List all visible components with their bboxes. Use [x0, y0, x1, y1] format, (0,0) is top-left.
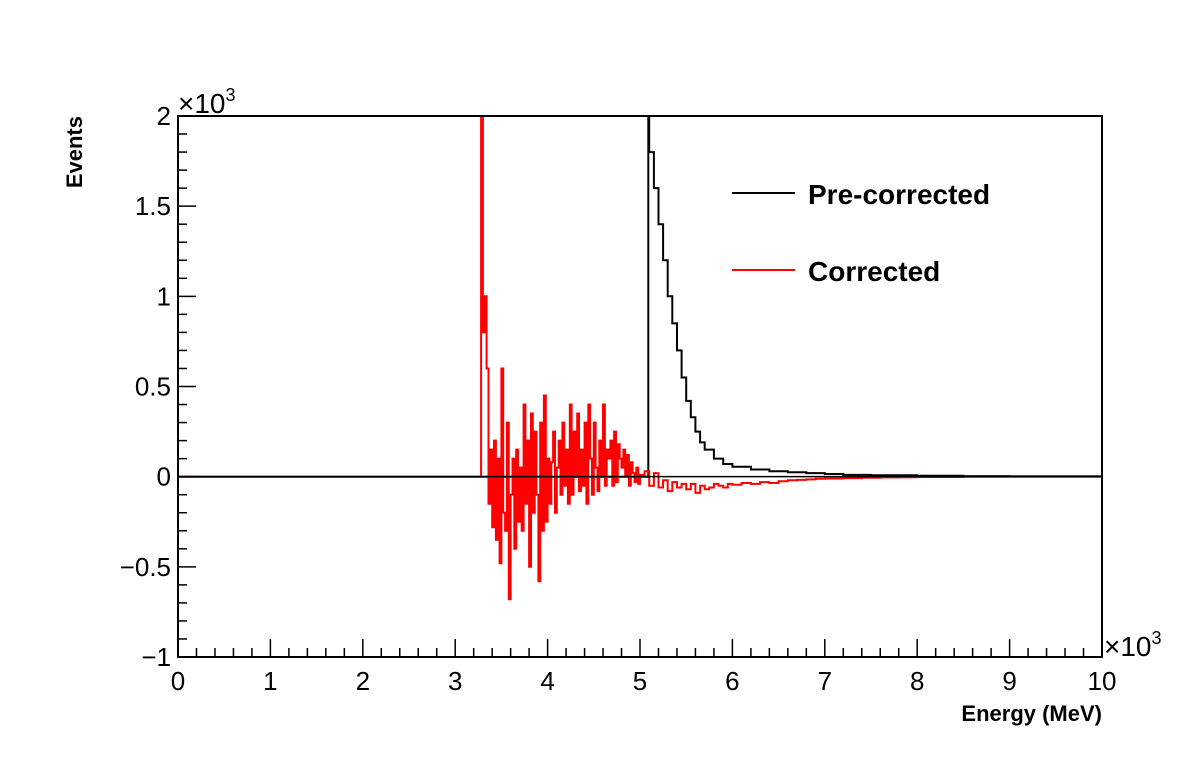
x-tick-label: 8: [910, 666, 924, 696]
x-multiplier-base: ×10: [1104, 631, 1152, 662]
y-tick-label: 0.5: [135, 372, 171, 402]
y-tick-label: −1: [141, 642, 171, 672]
x-tick-label: 4: [540, 666, 554, 696]
y-tick-label: −0.5: [120, 552, 171, 582]
legend-label-pre-corrected: Pre-corrected: [808, 179, 990, 210]
x-axis-label: Energy (MeV): [961, 701, 1102, 726]
x-tick-label: 0: [171, 666, 185, 696]
y-tick-label: 2: [157, 101, 171, 131]
series-pre-corrected: [178, 115, 1103, 478]
legend-label-corrected: Corrected: [808, 256, 940, 287]
x-tick-label: 2: [356, 666, 370, 696]
x-tick-label: 3: [448, 666, 462, 696]
plot-series: [178, 115, 1103, 601]
y-tick-label: 1: [157, 281, 171, 311]
y-multiplier-exp: 3: [226, 85, 236, 105]
y-ticks: −1 −0.5 0 0.5 1 1.5 2: [120, 101, 1102, 672]
x-tick-label: 5: [633, 666, 647, 696]
x-ticks: 0 1 2 3 4 5 6 7 8 9 10: [171, 639, 1117, 696]
y-tick-label: 1.5: [135, 191, 171, 221]
y-axis-label: Events: [62, 116, 87, 188]
legend: Pre-corrected Corrected: [732, 179, 990, 287]
series-corrected: [178, 115, 1102, 601]
x-tick-label: 10: [1088, 666, 1117, 696]
y-multiplier-base: ×10: [178, 88, 226, 119]
x-tick-label: 9: [1002, 666, 1016, 696]
x-tick-label: 1: [263, 666, 277, 696]
y-tick-label: 0: [157, 462, 171, 492]
y-multiplier: ×103: [178, 85, 236, 119]
x-multiplier-exp: 3: [1152, 628, 1162, 648]
x-tick-label: 7: [818, 666, 832, 696]
x-tick-label: 6: [725, 666, 739, 696]
x-multiplier: ×103: [1104, 628, 1162, 662]
